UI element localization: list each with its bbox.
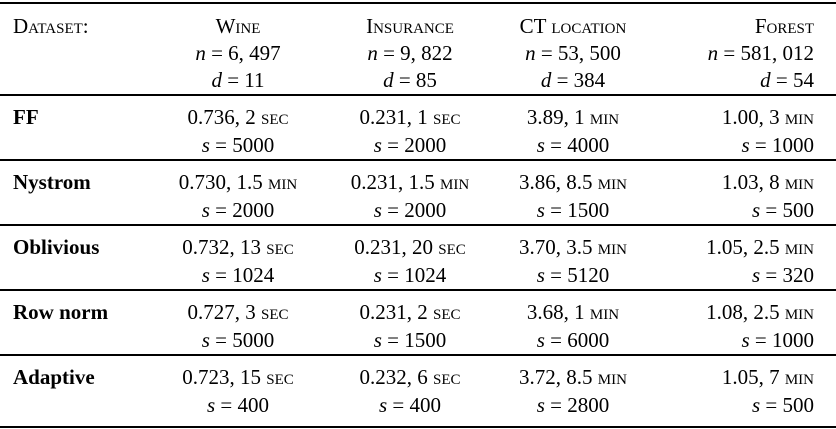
method-label: Nystrom (13, 170, 91, 194)
row-ff: FF 0.736, 2 sec s = 5000 0.231, 1 sec s … (0, 95, 836, 160)
col-header-wine: Wine n = 6, 497 d = 11 (140, 3, 336, 95)
score-time: 0.730, 1.5 min (178, 170, 298, 194)
row-adaptive: Adaptive 0.723, 15 sec s = 400 0.232, 6 … (0, 355, 836, 427)
method-label-cell: Row norm (0, 290, 140, 355)
sample-size: s = 500 (751, 198, 814, 222)
col-header-forest: Forest n = 581, 012 d = 54 (662, 3, 836, 95)
sample-size: s = 2000 (373, 198, 447, 222)
score-time: 0.727, 3 sec (187, 300, 289, 324)
row-oblivious: Oblivious 0.732, 13 sec s = 1024 0.231, … (0, 225, 836, 290)
metric-cell: 1.08, 2.5 min s = 1000 (662, 290, 836, 355)
method-label: Row norm (13, 300, 109, 324)
score-time: 3.68, 1 min (526, 300, 620, 324)
method-label-cell: Nystrom (0, 160, 140, 225)
method-label: FF (13, 105, 39, 129)
metric-cell: 0.732, 13 sec s = 1024 (140, 225, 336, 290)
dataset-n: n = 581, 012 (707, 41, 814, 65)
metric-cell: 0.723, 15 sec s = 400 (140, 355, 336, 427)
sample-size: s = 2000 (201, 198, 275, 222)
method-label: Adaptive (13, 365, 95, 389)
dataset-n: n = 6, 497 (195, 41, 281, 65)
dataset-name: Insurance (366, 14, 454, 38)
dataset-header-label: Dataset: (13, 14, 89, 38)
score-time: 3.89, 1 min (526, 105, 620, 129)
sample-size: s = 320 (751, 263, 814, 287)
dataset-n: n = 53, 500 (525, 41, 621, 65)
metric-cell: 0.231, 20 sec s = 1024 (336, 225, 484, 290)
row-nystrom: Nystrom 0.730, 1.5 min s = 2000 0.231, 1… (0, 160, 836, 225)
dataset-d: d = 54 (760, 68, 814, 92)
sample-size: s = 2000 (373, 133, 447, 157)
sample-size: s = 1000 (741, 328, 814, 352)
sample-size: s = 1000 (741, 133, 814, 157)
sample-size: s = 400 (378, 393, 442, 417)
dataset-name: CT location (519, 14, 627, 38)
metric-cell: 1.05, 2.5 min s = 320 (662, 225, 836, 290)
metric-cell: 0.736, 2 sec s = 5000 (140, 95, 336, 160)
dataset-d: d = 85 (383, 68, 437, 92)
sample-size: s = 1500 (536, 198, 610, 222)
score-time: 3.86, 8.5 min (519, 170, 627, 194)
score-time: 0.723, 15 sec (182, 365, 294, 389)
score-time: 3.70, 3.5 min (519, 235, 627, 259)
metric-cell: 3.70, 3.5 min s = 5120 (484, 225, 662, 290)
metric-cell: 0.730, 1.5 min s = 2000 (140, 160, 336, 225)
sample-size: s = 5000 (201, 328, 275, 352)
metric-cell: 1.05, 7 min s = 500 (662, 355, 836, 427)
dataset-d: d = 11 (211, 68, 265, 92)
score-time: 0.231, 1.5 min (350, 170, 470, 194)
dataset-n: n = 9, 822 (367, 41, 453, 65)
sample-size: s = 6000 (536, 328, 610, 352)
dataset-header-cell: Dataset: (0, 3, 140, 95)
score-time: 1.05, 7 min (721, 365, 814, 389)
score-time: 0.736, 2 sec (187, 105, 289, 129)
score-time: 0.232, 6 sec (359, 365, 461, 389)
metric-cell: 3.68, 1 min s = 6000 (484, 290, 662, 355)
score-time: 1.08, 2.5 min (706, 300, 814, 324)
dataset-d: d = 384 (540, 68, 606, 92)
sample-size: s = 4000 (536, 133, 610, 157)
score-time: 0.231, 20 sec (354, 235, 466, 259)
sample-size: s = 2800 (536, 393, 610, 417)
score-time: 0.732, 13 sec (182, 235, 294, 259)
dataset-name: Forest (754, 14, 814, 38)
method-label-cell: FF (0, 95, 140, 160)
metric-cell: 0.231, 1 sec s = 2000 (336, 95, 484, 160)
col-header-insurance: Insurance n = 9, 822 d = 85 (336, 3, 484, 95)
sample-size: s = 5000 (201, 133, 275, 157)
sample-size: s = 1500 (373, 328, 447, 352)
metric-cell: 1.03, 8 min s = 500 (662, 160, 836, 225)
score-time: 1.05, 2.5 min (706, 235, 814, 259)
metric-cell: 0.231, 2 sec s = 1500 (336, 290, 484, 355)
header-row: Dataset: Wine n = 6, 497 d = 11 Insuranc… (0, 3, 836, 95)
row-row-norm: Row norm 0.727, 3 sec s = 5000 0.231, 2 … (0, 290, 836, 355)
metric-cell: 0.232, 6 sec s = 400 (336, 355, 484, 427)
method-label: Oblivious (13, 235, 100, 259)
score-time: 1.03, 8 min (721, 170, 814, 194)
metric-cell: 3.72, 8.5 min s = 2800 (484, 355, 662, 427)
col-header-ct-location: CT location n = 53, 500 d = 384 (484, 3, 662, 95)
metric-cell: 3.86, 8.5 min s = 1500 (484, 160, 662, 225)
metric-cell: 0.727, 3 sec s = 5000 (140, 290, 336, 355)
method-label-cell: Adaptive (0, 355, 140, 427)
sample-size: s = 5120 (536, 263, 610, 287)
sample-size: s = 500 (751, 393, 814, 417)
metric-cell: 0.231, 1.5 min s = 2000 (336, 160, 484, 225)
sample-size: s = 1024 (373, 263, 447, 287)
dataset-name: Wine (215, 14, 261, 38)
metric-cell: 3.89, 1 min s = 4000 (484, 95, 662, 160)
sample-size: s = 1024 (201, 263, 275, 287)
score-time: 0.231, 1 sec (359, 105, 461, 129)
score-time: 3.72, 8.5 min (519, 365, 627, 389)
metric-cell: 1.00, 3 min s = 1000 (662, 95, 836, 160)
score-time: 1.00, 3 min (721, 105, 814, 129)
sample-size: s = 400 (206, 393, 270, 417)
score-time: 0.231, 2 sec (359, 300, 461, 324)
method-label-cell: Oblivious (0, 225, 140, 290)
